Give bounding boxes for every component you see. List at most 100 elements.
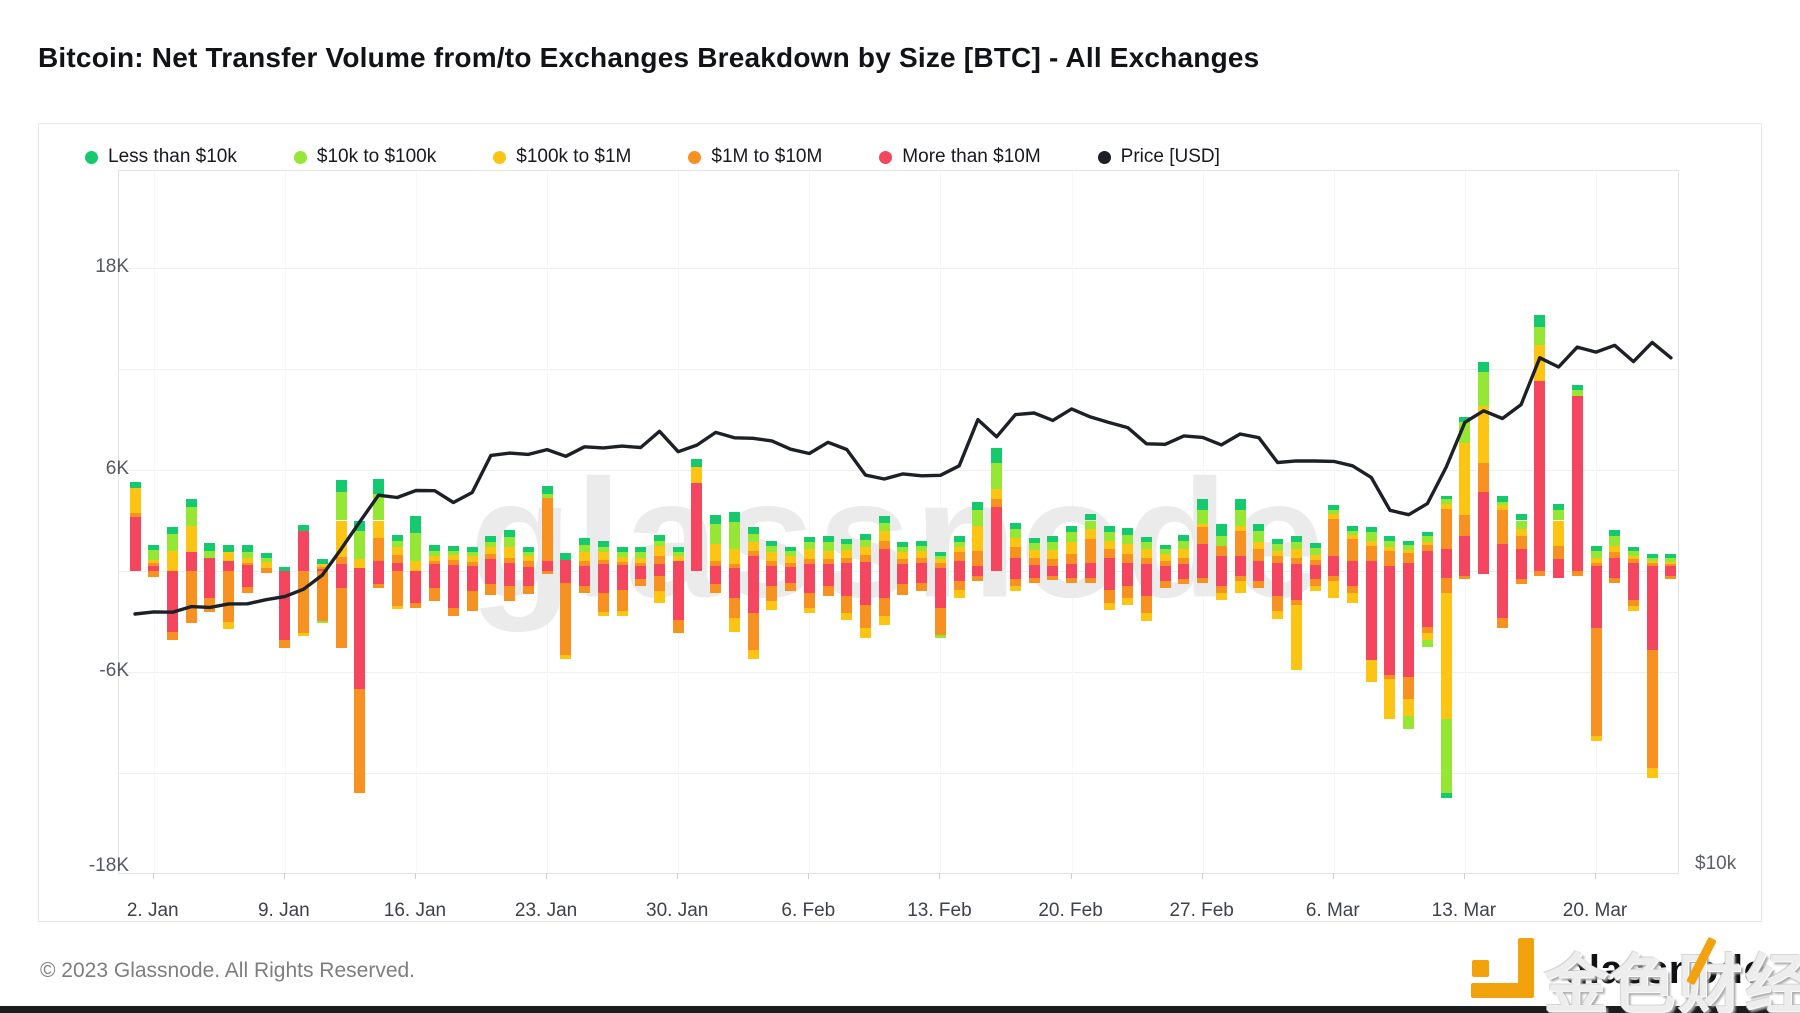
bar-segment <box>1309 543 1321 549</box>
bar-segment <box>579 560 591 566</box>
chart-legend: Less than $10k $10k to $100k $100k to $1M $… <box>85 146 1220 168</box>
bar-segment <box>1571 384 1583 391</box>
bar-segment <box>860 628 871 639</box>
bar-segment <box>1478 491 1490 571</box>
bar-segment <box>466 565 478 571</box>
bar-segment <box>635 563 647 566</box>
h-gridline <box>119 369 1678 370</box>
bar-segment <box>635 547 647 553</box>
bar-segment <box>373 520 384 539</box>
bar-segment <box>1253 542 1265 550</box>
legend-item--10k-to-100k[interactable]: $10k to $100k <box>293 146 436 168</box>
bar-segment <box>1459 576 1471 580</box>
bar-segment <box>672 552 684 556</box>
bar-segment <box>991 498 1003 508</box>
bar-segment <box>1365 545 1377 561</box>
glassnode-logo-icon[interactable] <box>1468 934 1538 1000</box>
bar-segment <box>1084 577 1096 583</box>
bar-segment <box>1665 561 1677 565</box>
legend-item-price-usd-[interactable]: Price [USD] <box>1097 146 1220 168</box>
page-title: Bitcoin: Net Transfer Volume from/to Exc… <box>38 42 1260 73</box>
bar-segment <box>429 555 441 561</box>
bar-segment <box>1627 606 1639 612</box>
footer-brand-area[interactable]: glassnode 金色财经 <box>1468 934 1800 1013</box>
bar-segment <box>1328 504 1340 511</box>
bar-segment <box>1215 535 1227 546</box>
bar-segment <box>766 586 778 602</box>
legend-item--100k-to-1m[interactable]: $100k to $1M <box>493 146 631 168</box>
bar-segment <box>1272 539 1284 545</box>
bar-segment <box>597 592 609 613</box>
bar-segment <box>1103 571 1115 590</box>
bar-segment <box>710 544 722 561</box>
bar-segment <box>1627 546 1639 551</box>
h-gridline <box>119 470 1678 471</box>
bar-segment <box>1140 537 1152 543</box>
bar-segment <box>1309 555 1321 561</box>
bar-segment <box>728 618 740 632</box>
bar-segment <box>860 571 871 605</box>
bar-segment <box>148 571 160 577</box>
bar-segment <box>1140 596 1152 614</box>
bar-segment <box>166 550 178 571</box>
bar-segment <box>953 581 965 590</box>
bar-segment <box>541 494 553 498</box>
bar-segment <box>728 567 740 571</box>
bar-segment <box>785 550 797 556</box>
bar-segment <box>391 606 403 609</box>
bar-segment <box>934 608 946 635</box>
bar-segment <box>597 564 609 571</box>
bar-segment <box>972 550 984 566</box>
bar-segment <box>1365 540 1377 546</box>
bar-segment <box>579 538 591 545</box>
bar-segment <box>1028 543 1040 550</box>
bar-segment <box>653 545 665 556</box>
bar-segment <box>934 562 946 568</box>
bar-segment <box>822 571 834 587</box>
bar-segment <box>710 571 722 585</box>
bar-segment <box>410 516 422 534</box>
bar-segment <box>766 601 778 610</box>
legend-item--1m-to-10m[interactable]: $1M to $10M <box>688 146 822 168</box>
legend-item-less-than-10k[interactable]: Less than $10k <box>85 146 237 168</box>
bar-segment <box>354 531 366 560</box>
bar-segment <box>1646 571 1658 651</box>
bar-segment <box>560 560 572 571</box>
legend-item-label: Less than $10k <box>108 146 237 167</box>
bar-segment <box>878 571 890 598</box>
bar-segment <box>522 546 534 553</box>
bar-segment <box>354 568 366 571</box>
bar-segment <box>803 559 815 565</box>
bar-segment <box>129 481 141 488</box>
bar-segment <box>1234 525 1246 531</box>
bar-segment <box>860 539 871 547</box>
bar-segment <box>1571 571 1583 577</box>
bar-segment <box>1084 539 1096 563</box>
bar-segment <box>1646 563 1658 566</box>
bar-segment <box>878 523 890 531</box>
bar-segment <box>747 571 759 614</box>
bar-segment <box>1122 597 1134 605</box>
bar-segment <box>1403 549 1415 554</box>
bar-segment <box>1440 496 1452 500</box>
bar-segment <box>1066 525 1078 533</box>
bar-segment <box>1084 562 1096 571</box>
bar-segment <box>1066 564 1078 571</box>
bar-segment <box>1627 559 1639 563</box>
bar-segment <box>710 560 722 566</box>
bar-segment <box>1553 571 1565 578</box>
bar-segment <box>204 550 216 559</box>
legend-item-more-than-10m[interactable]: More than $10M <box>879 146 1041 168</box>
bar-segment <box>541 485 553 495</box>
bar-segment <box>166 527 178 534</box>
x-axis-tick <box>546 873 548 879</box>
bar-segment <box>335 491 347 521</box>
bar-segment <box>1253 581 1265 588</box>
bar-segment <box>991 507 1003 571</box>
bar-segment <box>934 634 946 639</box>
bar-segment <box>972 576 984 582</box>
bar-segment <box>1646 560 1658 564</box>
bar-segment <box>223 571 235 623</box>
bar-segment <box>1272 544 1284 551</box>
bar-segment <box>1384 546 1396 551</box>
